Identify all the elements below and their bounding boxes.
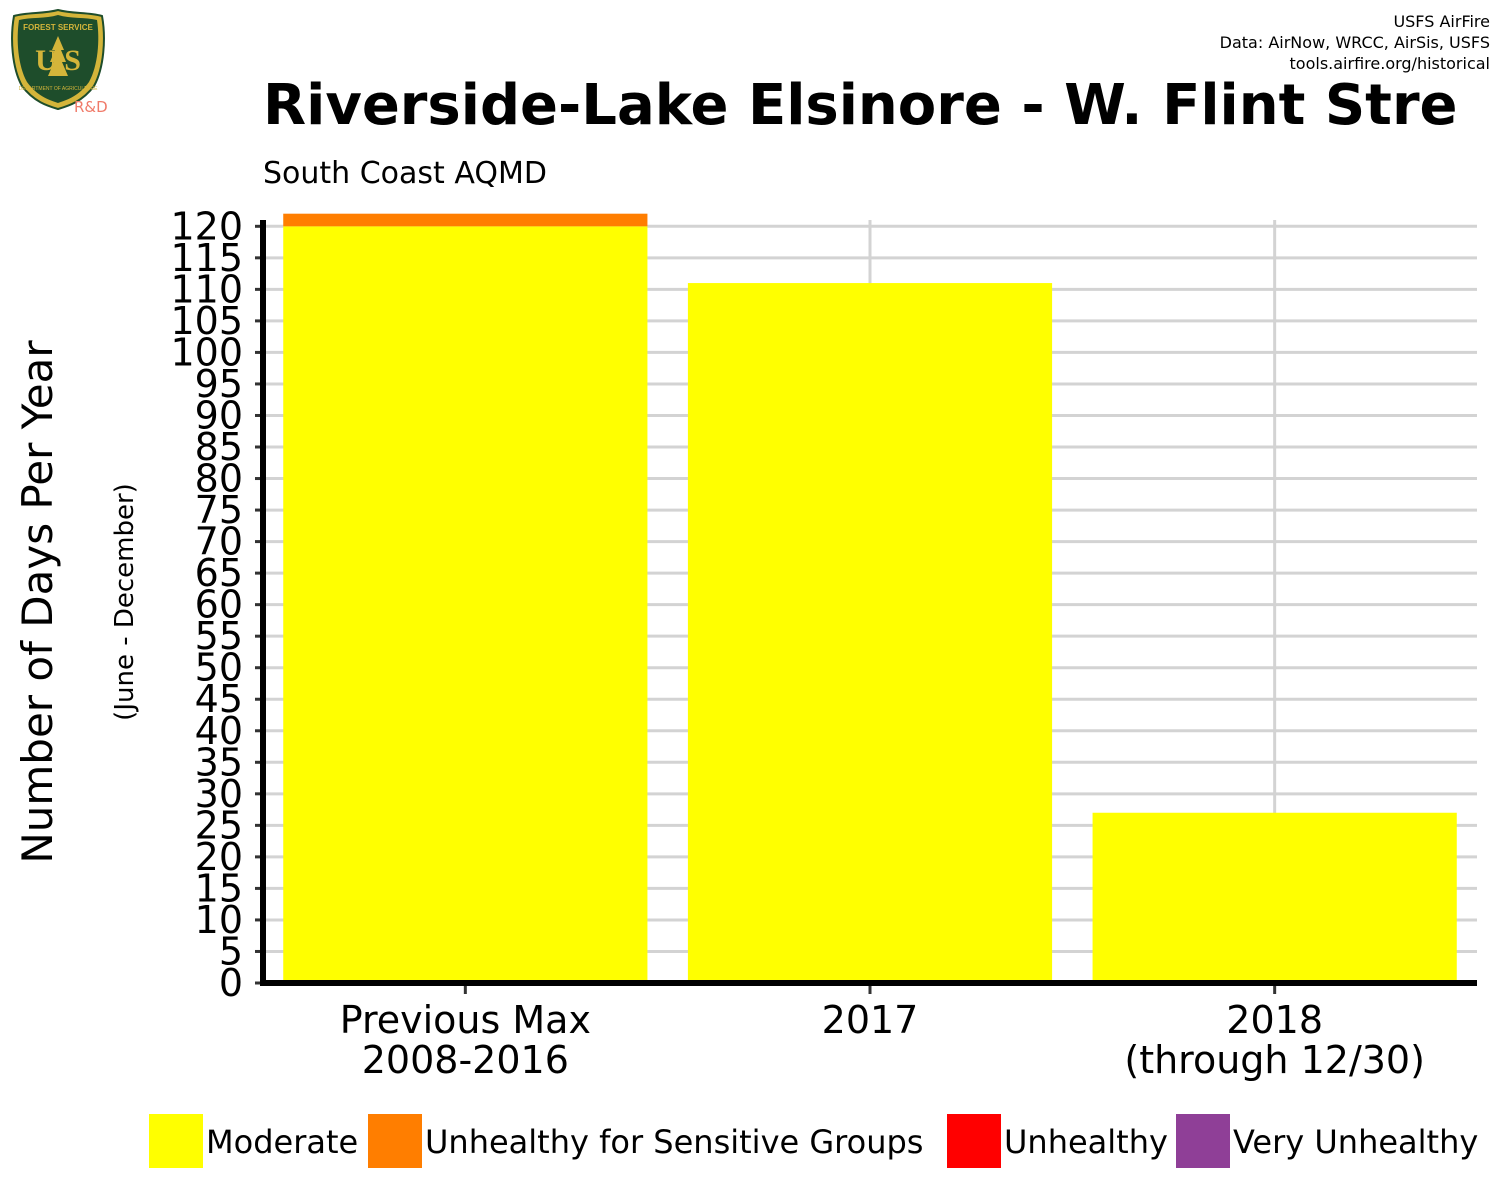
y-tick-label: 100 [170,330,243,374]
bar-segment [1092,812,1457,983]
y-tick-label: 105 [170,299,243,343]
credit-line-1: USFS AirFire [1393,12,1490,31]
y-tick-label: 75 [195,488,243,532]
bar-segment [283,213,648,227]
y-tick-label: 115 [170,236,243,280]
y-tick-label: 15 [195,866,243,910]
y-tick-label: 70 [195,520,243,564]
legend-swatch [947,1114,1001,1168]
y-tick-label: 10 [195,898,243,942]
credit-line-3: tools.airfire.org/historical [1289,54,1490,73]
y-tick-label: 25 [195,803,243,847]
y-tick-label: 0 [219,961,243,1005]
credit-line-2: Data: AirNow, WRCC, AirSis, USFS [1219,33,1490,52]
legend-label: Unhealthy for Sensitive Groups [425,1123,923,1161]
legend-label: Very Unhealthy [1233,1123,1478,1161]
y-tick-label: 60 [195,583,243,627]
y-axis-sublabel: (June - December) [110,483,140,721]
y-tick-label: 65 [195,551,243,595]
y-tick-label: 35 [195,740,243,784]
y-tick-label: 50 [195,646,243,690]
y-tick-label: 40 [195,709,243,753]
legend-swatch [149,1114,203,1168]
forest-service-logo: FOREST SERVICE U S DEPARTMENT OF AGRICUL… [8,8,108,114]
x-tick-label: 2018 [1226,998,1323,1042]
y-tick-label: 30 [195,772,243,816]
y-axis-label: Number of Days Per Year [13,340,62,864]
x-tick-label: 2017 [822,998,919,1042]
bar-segment [687,283,1053,983]
y-tick-label: 110 [170,267,243,311]
chart-title: Riverside-Lake Elsinore - W. Flint Stre [263,73,1458,138]
legend-swatch [1176,1114,1230,1168]
logo-top-text: FOREST SERVICE [23,23,93,32]
chart-subtitle: South Coast AQMD [263,156,547,191]
x-tick-label: 2008-2016 [362,1038,569,1082]
y-tick-label: 45 [195,677,243,721]
bar-segment [283,226,648,983]
y-tick-label: 120 [170,204,243,248]
y-tick-label: 95 [195,362,243,406]
legend-label: Unhealthy [1004,1123,1168,1161]
legend-label: Moderate [206,1123,358,1161]
logo-rd-label: R&D [74,98,108,116]
y-tick-label: 90 [195,393,243,437]
y-tick-label: 55 [195,614,243,658]
x-tick-label: Previous Max [340,998,591,1042]
legend-swatch [368,1114,422,1168]
y-tick-label: 80 [195,457,243,501]
x-tick-label: (through 12/30) [1124,1038,1425,1082]
y-tick-label: 5 [219,929,243,973]
y-tick-label: 20 [195,835,243,879]
y-tick-label: 85 [195,425,243,469]
logo-bottom-text: DEPARTMENT OF AGRICULTURE [19,86,98,92]
